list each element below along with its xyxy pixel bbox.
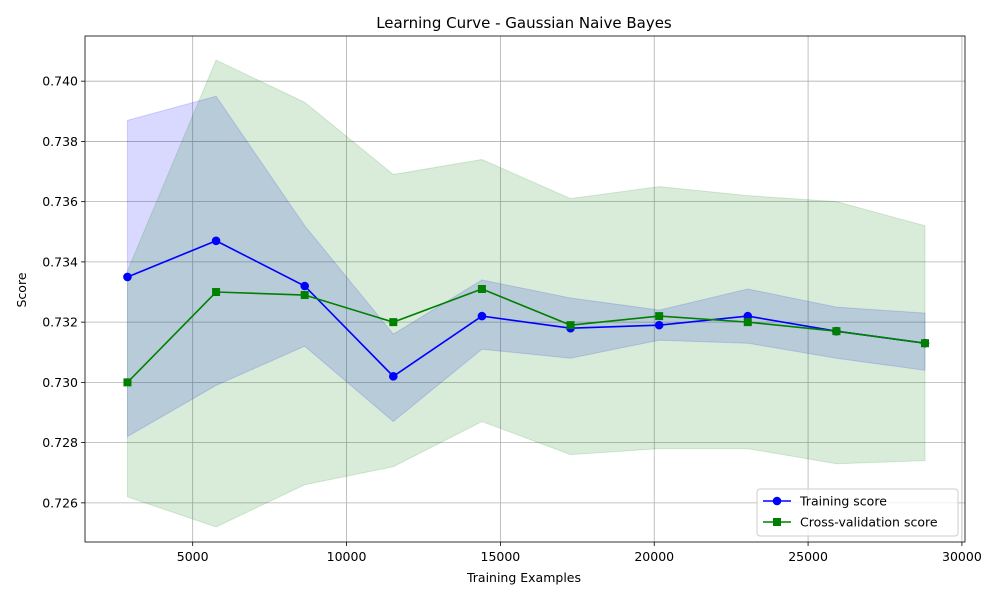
chart-title: Learning Curve - Gaussian Naive Bayes — [376, 14, 672, 32]
y-axis-label: Score — [14, 272, 29, 307]
data-point — [832, 327, 841, 336]
data-point — [300, 291, 309, 300]
x-tick-label: 5000 — [177, 549, 209, 564]
series-line — [126, 288, 926, 383]
y-tick-label: 0.726 — [42, 495, 78, 510]
x-axis-label: Training Examples — [466, 570, 581, 585]
data-point — [123, 378, 132, 387]
plot-area-frame — [84, 35, 966, 543]
data-point — [389, 318, 398, 327]
y-tick-label: 0.740 — [42, 74, 78, 89]
data-point — [300, 281, 309, 291]
legend-label: Training score — [799, 494, 887, 509]
data-point — [389, 372, 398, 381]
y-tick-label: 0.738 — [42, 134, 78, 149]
data-point — [477, 311, 487, 321]
data-point — [921, 339, 929, 348]
y-tick-label: 0.736 — [42, 194, 78, 209]
legend-label: Cross-validation score — [800, 515, 938, 530]
y-tick-label: 0.734 — [42, 254, 78, 269]
data-point — [654, 320, 664, 330]
confidence-bands — [126, 59, 926, 528]
x-tick-label: 25000 — [788, 549, 828, 564]
series-lines — [126, 239, 926, 383]
confidence-band — [126, 59, 926, 528]
y-tick-label: 0.728 — [42, 435, 78, 450]
data-point — [477, 285, 486, 293]
legend: Training score Cross-validation score — [756, 488, 959, 537]
data-point — [212, 288, 221, 297]
legend-box — [756, 488, 959, 537]
x-tick-label: 10000 — [327, 549, 367, 564]
axis-ticks: 5000 10000 15000 20000 25000 30000 0.726 0.728 0… — [42, 74, 982, 564]
series-line — [127, 239, 926, 378]
legend-marker — [773, 518, 781, 526]
data-point — [743, 318, 752, 327]
confidence-band — [126, 95, 926, 438]
data-point — [123, 272, 132, 282]
x-tick-label: 20000 — [634, 549, 674, 564]
x-tick-label: 30000 — [942, 549, 982, 564]
data-point — [566, 321, 575, 330]
x-tick-label: 15000 — [481, 549, 521, 564]
series-markers — [123, 236, 930, 387]
data-point — [211, 236, 221, 246]
legend-marker — [772, 496, 782, 506]
data-point — [655, 312, 664, 321]
y-tick-label: 0.732 — [42, 315, 78, 330]
y-tick-label: 0.730 — [42, 375, 78, 390]
